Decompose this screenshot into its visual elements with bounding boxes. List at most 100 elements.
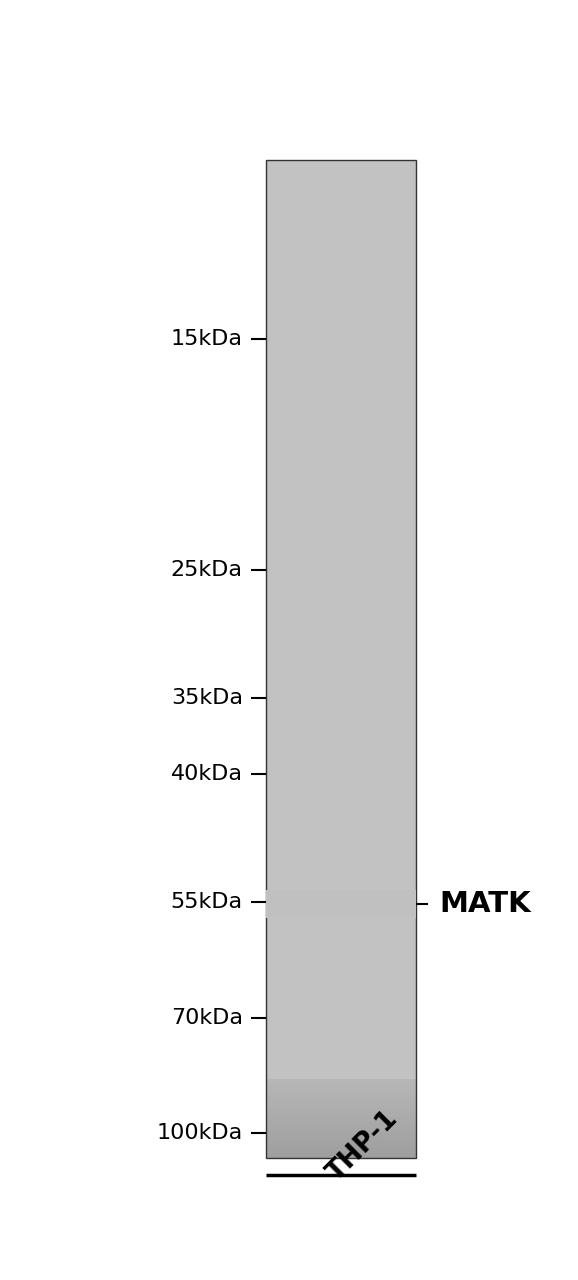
Bar [266, 896, 416, 916]
Bar [266, 694, 416, 696]
Bar [266, 567, 416, 570]
Bar [266, 954, 416, 956]
Bar [266, 1088, 416, 1091]
Bar [266, 244, 416, 247]
Bar [266, 596, 416, 599]
Bar [266, 1093, 416, 1096]
Bar [266, 294, 416, 297]
Bar [266, 1004, 416, 1006]
Bar [266, 972, 416, 974]
Text: 70kDa: 70kDa [171, 1007, 243, 1028]
Bar [266, 1103, 416, 1106]
Bar [266, 530, 416, 532]
Bar [266, 914, 416, 918]
Bar [266, 1059, 416, 1061]
Bar [266, 289, 416, 292]
Bar [266, 1129, 416, 1132]
Bar [266, 754, 416, 756]
Bar [266, 783, 416, 786]
Bar [266, 236, 416, 237]
Bar [266, 901, 416, 904]
Bar [266, 801, 416, 804]
Bar [266, 959, 416, 961]
Bar [266, 612, 416, 614]
Bar [266, 727, 416, 730]
Text: 25kDa: 25kDa [171, 559, 243, 580]
Bar [266, 257, 416, 260]
Text: MATK: MATK [439, 890, 531, 918]
Bar [266, 539, 416, 541]
Bar [266, 480, 416, 483]
Bar [266, 465, 416, 467]
Bar [266, 893, 416, 896]
Bar [266, 908, 416, 916]
Bar [266, 347, 416, 349]
Bar [266, 910, 416, 918]
Bar [266, 160, 416, 163]
Bar [266, 334, 416, 337]
Bar [266, 360, 416, 362]
Bar [266, 302, 416, 305]
Bar [266, 904, 416, 916]
Bar [266, 195, 416, 197]
Bar [266, 896, 416, 916]
Bar [266, 1135, 416, 1138]
Bar [266, 547, 416, 549]
Bar [266, 652, 416, 654]
Bar [266, 902, 416, 916]
Bar [266, 1027, 416, 1029]
Bar [266, 891, 416, 916]
Bar [266, 1085, 416, 1088]
Bar [266, 832, 416, 835]
Bar [266, 317, 416, 320]
Bar [266, 724, 416, 727]
Bar [266, 265, 416, 268]
Bar [266, 891, 416, 916]
Bar [266, 252, 416, 255]
Bar [266, 163, 416, 165]
Bar [266, 497, 416, 499]
Bar [266, 410, 416, 412]
Bar [266, 896, 416, 916]
Bar [266, 620, 416, 622]
Bar [266, 1064, 416, 1066]
Bar [266, 223, 416, 225]
Bar [266, 664, 416, 667]
Bar [266, 1024, 416, 1027]
Bar [266, 609, 416, 612]
Bar [266, 712, 416, 714]
Bar [266, 867, 416, 869]
Bar [266, 494, 416, 497]
Bar [266, 237, 416, 239]
Bar [266, 893, 416, 916]
Bar [266, 788, 416, 791]
Bar [266, 349, 416, 352]
Bar [266, 895, 416, 916]
Bar [266, 969, 416, 972]
Bar [266, 520, 416, 522]
Bar [266, 575, 416, 577]
Bar [266, 362, 416, 365]
Bar [266, 397, 416, 399]
Bar [266, 394, 416, 397]
Bar [266, 682, 416, 684]
Bar [266, 772, 416, 774]
Bar [266, 584, 416, 586]
Bar [266, 552, 416, 554]
Bar [266, 212, 416, 215]
Bar [266, 632, 416, 634]
Bar [266, 404, 416, 407]
Bar [266, 586, 416, 589]
Bar [266, 428, 416, 430]
Text: 35kDa: 35kDa [171, 687, 243, 708]
Bar [266, 998, 416, 1001]
Bar [266, 389, 416, 392]
Bar [266, 352, 416, 355]
Bar [266, 895, 416, 916]
Bar [266, 1126, 416, 1129]
Bar [266, 941, 416, 943]
Bar [266, 893, 416, 916]
Bar [266, 564, 416, 567]
Bar [266, 205, 416, 207]
Bar [266, 604, 416, 607]
